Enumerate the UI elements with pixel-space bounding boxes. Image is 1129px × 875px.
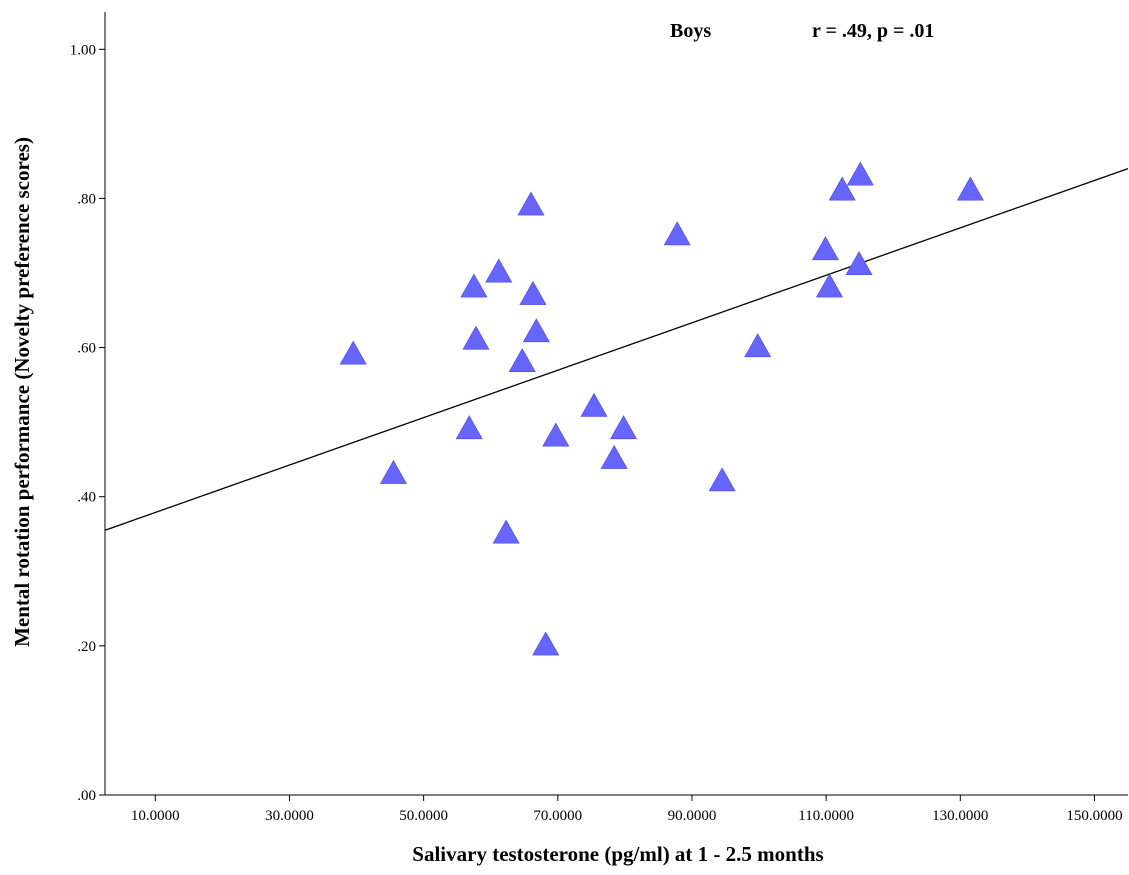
data-point [462, 325, 490, 350]
data-point [379, 459, 407, 484]
x-tick-label: 130.0000 [932, 808, 988, 824]
y-tick-label: .60 [77, 341, 96, 357]
stats-annotation: r = .49, p = .01 [812, 20, 934, 42]
y-axis-title: Mental rotation performance (Novelty pre… [10, 137, 34, 647]
data-point [580, 392, 608, 417]
data-point [522, 318, 550, 343]
group-label: Boys [670, 20, 711, 42]
x-axis-title: Salivary testosterone (pg/ml) at 1 - 2.5… [412, 842, 823, 866]
x-tick-label: 50.0000 [399, 808, 448, 824]
data-point [828, 176, 856, 201]
x-tick-label: 90.0000 [668, 808, 717, 824]
y-tick-label: .80 [77, 191, 96, 207]
data-point [815, 273, 843, 298]
y-tick-label: .20 [77, 639, 96, 655]
data-point [811, 236, 839, 261]
fit-line [104, 167, 1129, 531]
y-tick-label: 1.00 [70, 42, 96, 58]
x-tick-label: 10.0000 [131, 808, 180, 824]
x-tick-label: 110.0000 [798, 808, 854, 824]
data-point [846, 161, 874, 186]
data-point [542, 422, 570, 447]
y-tick-label: .00 [77, 788, 96, 804]
data-point [744, 333, 772, 358]
data-point [610, 415, 638, 440]
x-tick-label: 150.0000 [1066, 808, 1122, 824]
y-tick-label: .40 [77, 490, 96, 506]
x-tick-label: 30.0000 [265, 808, 314, 824]
data-point [485, 258, 513, 283]
data-point [508, 348, 536, 372]
data-point [460, 273, 488, 298]
data-point [492, 519, 520, 544]
data-point [845, 251, 873, 276]
data-point [339, 340, 367, 365]
data-point [519, 280, 547, 305]
data-point [600, 445, 628, 469]
data-point [663, 221, 691, 246]
x-tick-label: 70.0000 [533, 808, 582, 824]
data-point [517, 191, 545, 216]
data-point [708, 467, 736, 492]
data-point [455, 415, 483, 440]
data-point [532, 631, 560, 656]
data-point [956, 176, 984, 201]
